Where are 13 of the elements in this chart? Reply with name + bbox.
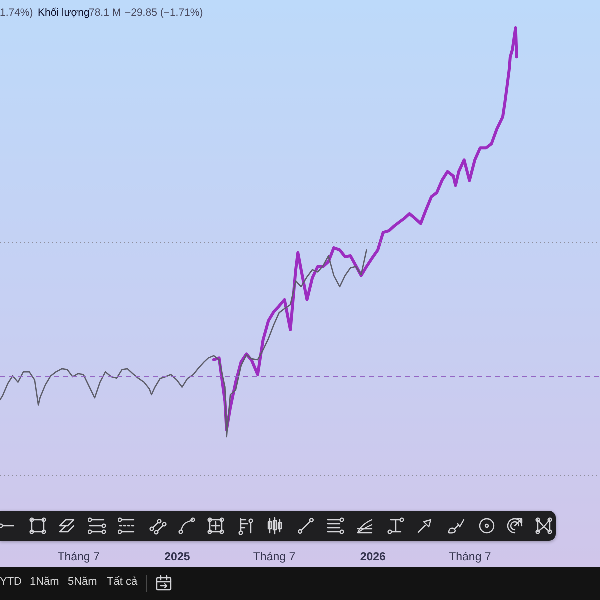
text: −29.85 (−1.71%) xyxy=(125,7,204,20)
text: 5Năm xyxy=(68,576,98,589)
x-tick-label: Tháng 7 xyxy=(58,552,100,564)
text: Khối lượng xyxy=(38,7,90,20)
x-tick-label: Tháng 7 xyxy=(253,552,296,564)
text: 1Năm xyxy=(30,576,60,589)
text: 78.1 M xyxy=(89,7,122,20)
text: YTD xyxy=(0,576,22,589)
text: Tất cả xyxy=(107,576,138,589)
text: 1.74%) xyxy=(0,7,34,20)
x-tick-label: 2026 xyxy=(360,552,386,564)
x-tick-label: 2025 xyxy=(164,552,191,564)
x-tick-label: Tháng 7 xyxy=(449,552,492,564)
